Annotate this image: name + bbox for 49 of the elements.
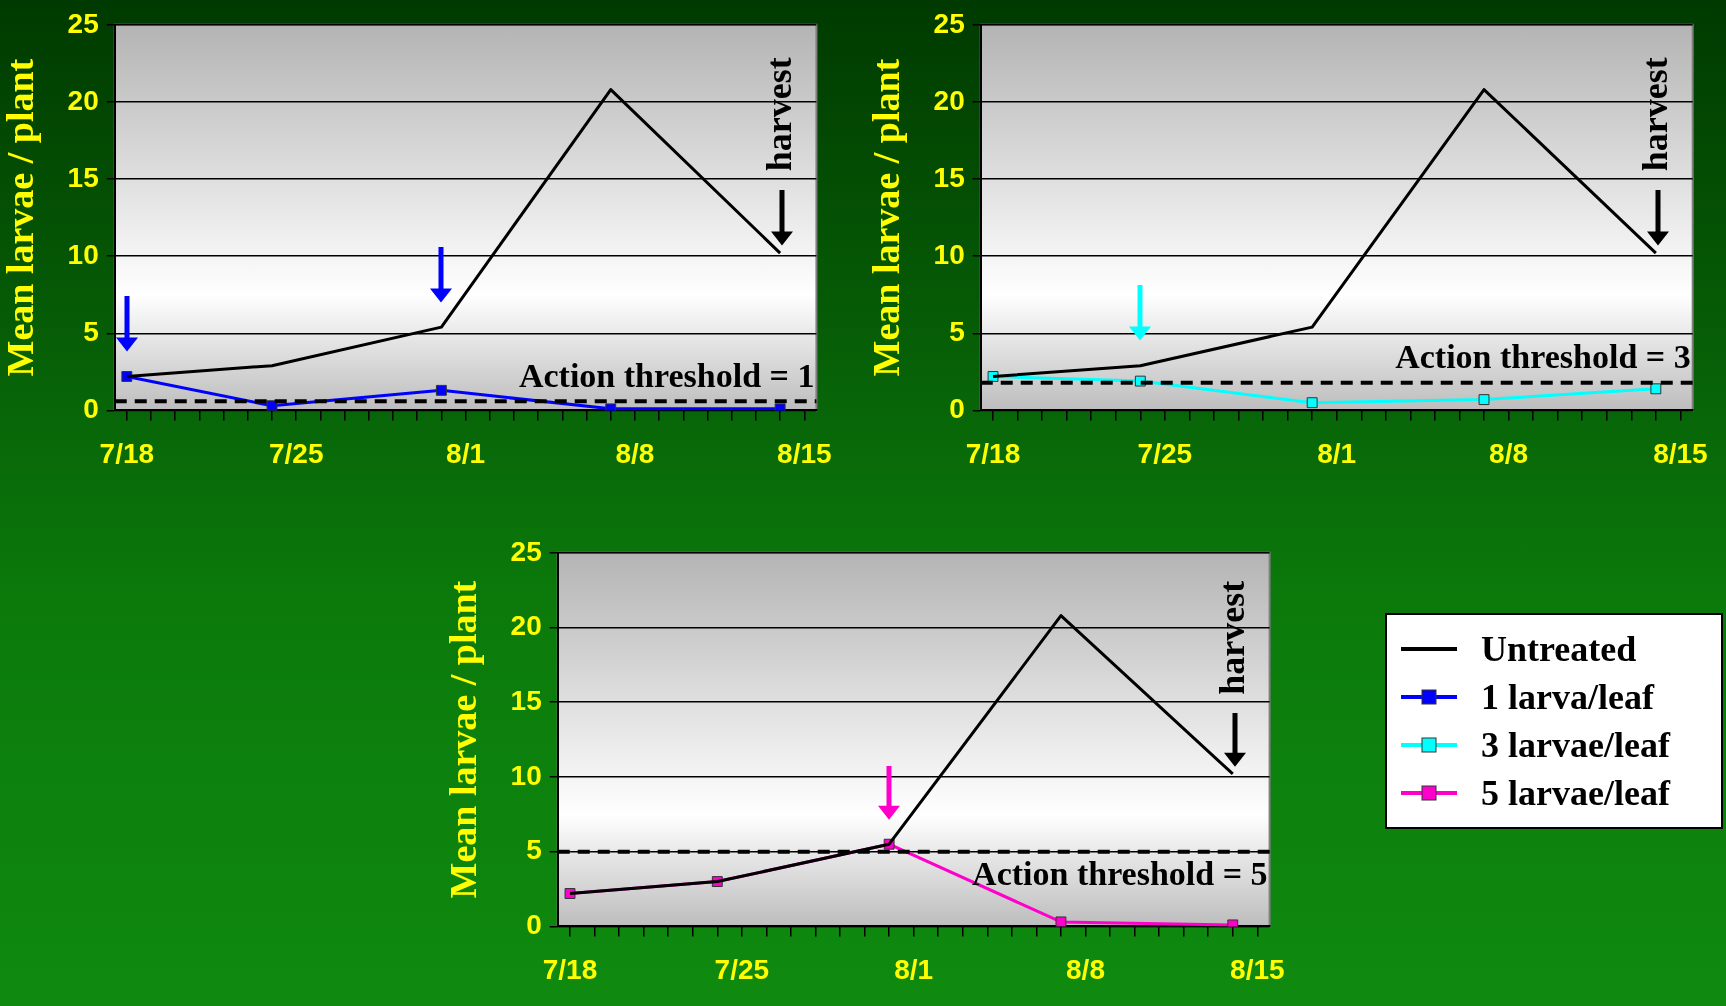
x-tick-label: 8/15 bbox=[1230, 953, 1285, 985]
y-axis-title: Mean larvae / plant bbox=[0, 58, 41, 377]
x-tick-label: 7/18 bbox=[99, 437, 155, 469]
y-tick-label: 10 bbox=[933, 238, 965, 270]
y-tick-label: 5 bbox=[526, 834, 542, 866]
y-axis-title: Mean larvae / plant bbox=[864, 58, 907, 377]
point bbox=[1650, 383, 1662, 395]
y-tick-label: 0 bbox=[949, 393, 965, 425]
ref-line-label: Action threshold = 1 bbox=[518, 356, 815, 394]
y-tick-label: 15 bbox=[933, 161, 965, 193]
x-tick-label: 8/1 bbox=[446, 437, 486, 469]
x-tick-label: 7/18 bbox=[542, 953, 598, 985]
y-tick-label: 5 bbox=[949, 316, 965, 347]
y-tick-label: 10 bbox=[67, 238, 99, 270]
x-tick-label: 8/1 bbox=[894, 953, 934, 985]
x-tick-label: 7/25 bbox=[268, 437, 324, 469]
annotation: harvest bbox=[1635, 57, 1676, 172]
y-tick-label: 10 bbox=[510, 759, 542, 791]
y-tick-label: 20 bbox=[510, 610, 542, 642]
y-tick-label: 20 bbox=[67, 84, 99, 116]
y-tick-label: 15 bbox=[67, 161, 99, 193]
y-axis-title: Mean larvae / plant bbox=[441, 580, 484, 899]
point bbox=[1306, 397, 1318, 409]
x-tick-label: 8/15 bbox=[1653, 437, 1708, 469]
x-tick-label: 8/8 bbox=[615, 437, 655, 469]
legend-label: Untreated bbox=[1481, 628, 1637, 670]
y-tick-label: 5 bbox=[83, 316, 99, 347]
x-tick-label: 7/25 bbox=[1137, 437, 1193, 469]
y-tick-label: 25 bbox=[67, 7, 99, 39]
y-tick-label: 25 bbox=[510, 535, 542, 567]
x-tick-label: 8/1 bbox=[1317, 437, 1357, 469]
x-tick-label: 7/25 bbox=[714, 953, 770, 985]
x-tick-label: 8/8 bbox=[1066, 953, 1105, 985]
legend-label: 1 larva/leaf bbox=[1481, 676, 1654, 718]
y-tick-label: 20 bbox=[933, 84, 965, 116]
x-tick-label: 8/15 bbox=[777, 437, 832, 469]
annotation: Action threshold = 3 bbox=[1395, 338, 1691, 376]
annotation: harvest bbox=[1212, 580, 1253, 695]
y-tick-label: 0 bbox=[526, 909, 542, 941]
x-tick-label: 8/8 bbox=[1489, 437, 1529, 469]
legend-label: 3 larvae/leaf bbox=[1481, 724, 1670, 766]
point bbox=[1478, 394, 1490, 406]
y-tick-label: 25 bbox=[933, 7, 965, 39]
ref-line-label: Action threshold = 5 bbox=[972, 855, 1268, 893]
annotation: harvest bbox=[759, 57, 800, 172]
x-tick-label: 7/18 bbox=[965, 437, 1021, 469]
y-tick-label: 15 bbox=[510, 684, 542, 716]
legend-label: 5 larvae/leaf bbox=[1481, 772, 1670, 814]
y-tick-label: 0 bbox=[83, 393, 99, 425]
